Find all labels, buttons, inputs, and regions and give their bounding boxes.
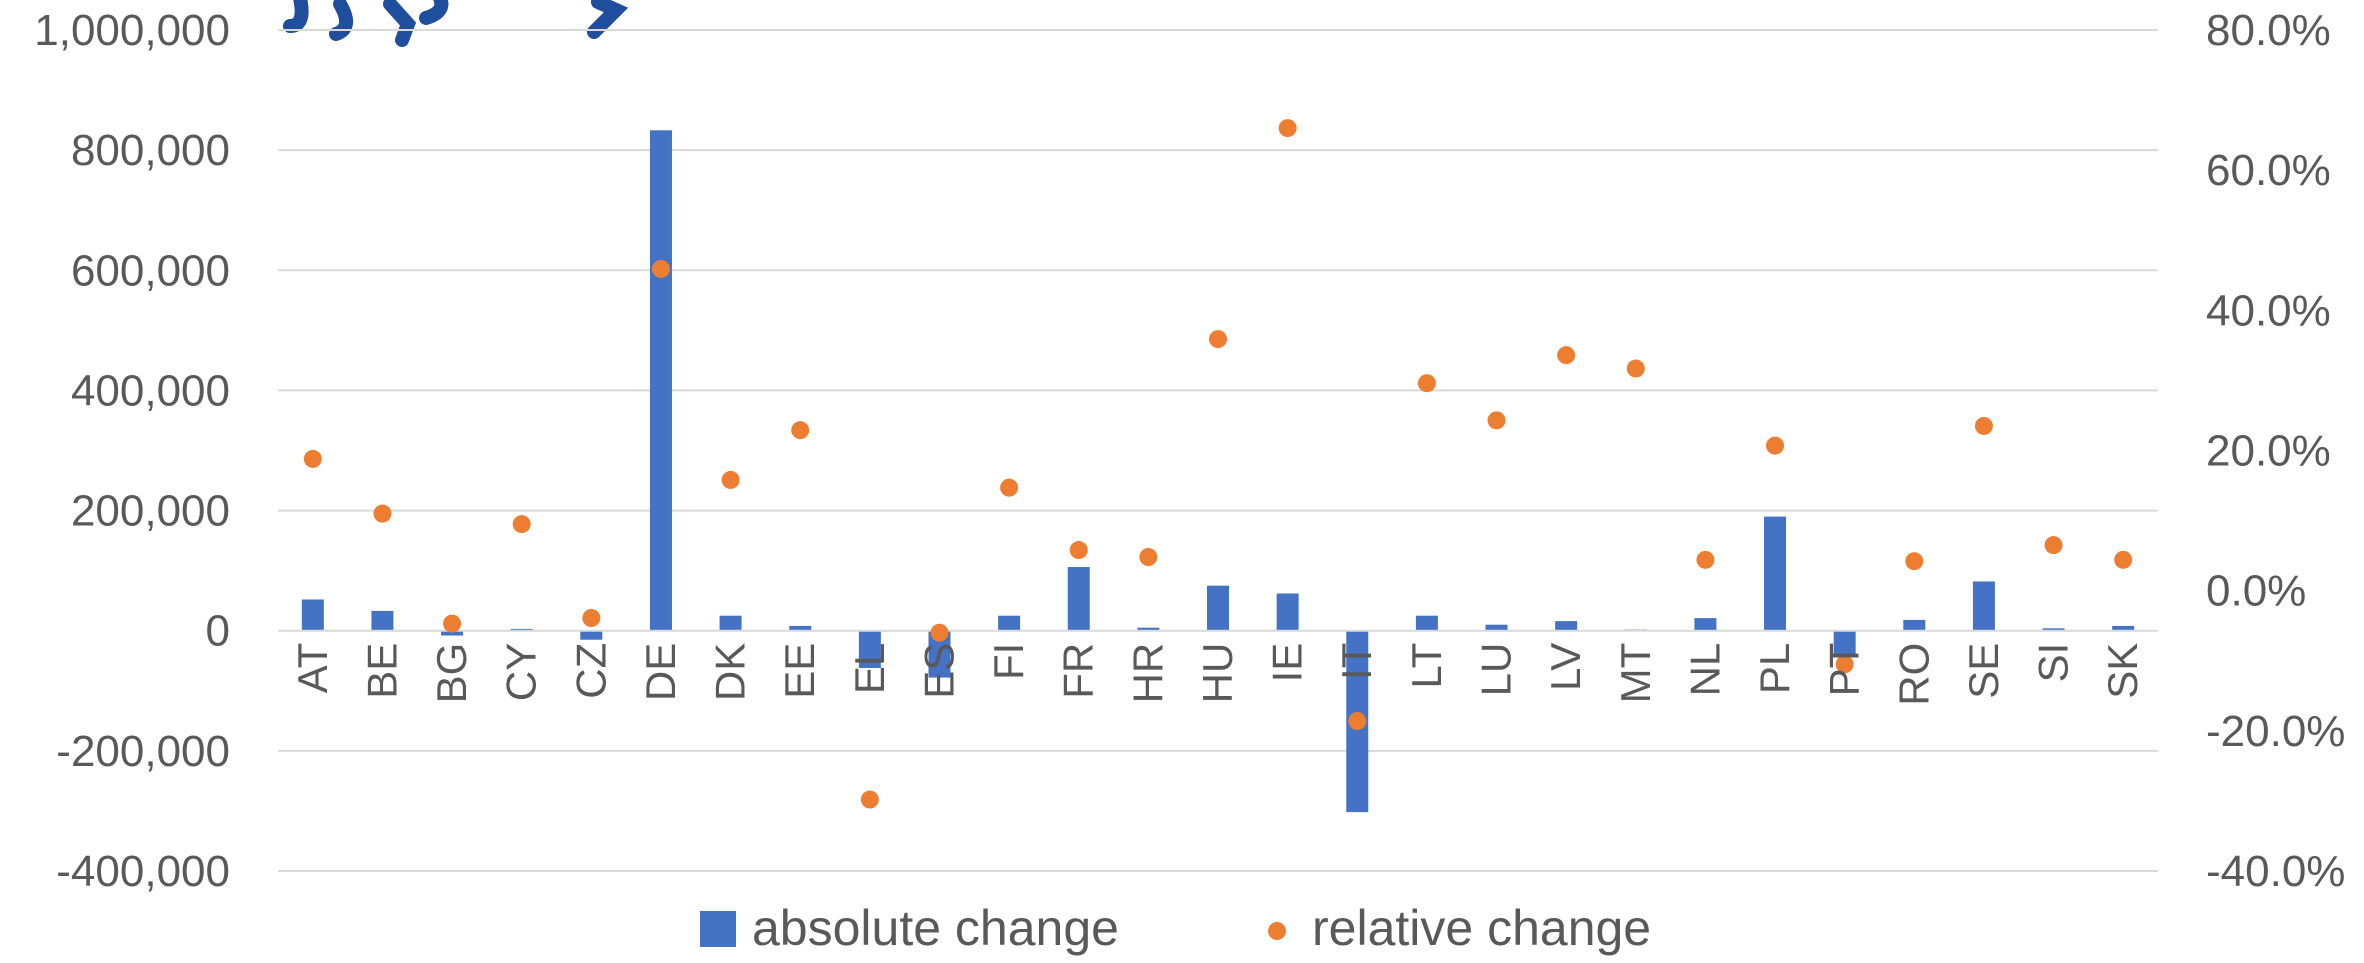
category-label: PT <box>1821 643 1868 697</box>
right-tick-label: 40.0% <box>2206 286 2331 335</box>
category-label: SE <box>1960 643 2007 699</box>
category-label: SI <box>2030 643 2077 683</box>
category-label: LT <box>1403 643 1450 689</box>
point-nl <box>1696 551 1714 569</box>
bar-lt <box>1416 616 1438 631</box>
title-fragment <box>290 0 616 40</box>
point-ro <box>1905 552 1923 570</box>
point-dk <box>722 471 740 489</box>
category-label: LV <box>1542 643 1589 691</box>
point-se <box>1975 417 1993 435</box>
bar-dk <box>720 616 742 631</box>
category-label: EL <box>846 643 893 694</box>
category-label: EE <box>776 643 823 699</box>
category-label: ES <box>915 643 962 699</box>
point-si <box>2045 536 2063 554</box>
category-label: DE <box>637 643 684 701</box>
category-label: CZ <box>567 643 614 699</box>
relative-change-points <box>304 119 2132 808</box>
point-mt <box>1627 360 1645 378</box>
point-it <box>1348 712 1366 730</box>
category-label: CY <box>498 643 545 701</box>
legend-label-absolute: absolute change <box>752 900 1119 956</box>
left-tick-label: 200,000 <box>71 487 230 536</box>
point-hu <box>1209 330 1227 348</box>
category-label: SK <box>2099 643 2146 699</box>
legend-swatch-absolute <box>700 911 736 947</box>
point-ee <box>791 421 809 439</box>
left-tick-label: -200,000 <box>56 727 230 776</box>
legend-swatch-relative <box>1268 922 1286 940</box>
category-label: HU <box>1194 643 1241 704</box>
category-label: BE <box>358 643 405 699</box>
point-sk <box>2114 551 2132 569</box>
category-label: LU <box>1473 643 1520 697</box>
point-at <box>304 450 322 468</box>
bar-be <box>371 611 393 631</box>
bar-hu <box>1207 586 1229 631</box>
point-el <box>861 791 879 809</box>
bar-fi <box>998 616 1020 631</box>
legend-label-relative: relative change <box>1312 900 1651 956</box>
category-label: IT <box>1333 643 1380 680</box>
point-fi <box>1000 479 1018 497</box>
left-tick-label: 800,000 <box>71 126 230 175</box>
bar-nl <box>1694 618 1716 631</box>
category-label: NL <box>1681 643 1728 697</box>
point-de <box>652 260 670 278</box>
category-labels: AT BE BG CY CZ DE DK EE EL ES FI FR HR HU IE IT LT LU LV MT… <box>289 643 2146 706</box>
right-tick-label: 20.0% <box>2206 427 2331 476</box>
bar-cz <box>580 631 602 640</box>
point-bg <box>443 615 461 633</box>
category-label: HR <box>1124 643 1171 704</box>
left-tick-label: 400,000 <box>71 366 230 415</box>
point-lu <box>1488 411 1506 429</box>
bar-pl <box>1764 517 1786 631</box>
right-tick-label: -40.0% <box>2206 847 2345 896</box>
point-be <box>373 505 391 523</box>
right-tick-label: 0.0% <box>2206 567 2306 616</box>
bar-ie <box>1277 593 1299 630</box>
right-tick-label: 60.0% <box>2206 146 2331 195</box>
category-label: FR <box>1055 643 1102 699</box>
right-axis-ticks: -40.0% -20.0% 0.0% 20.0% 40.0% 60.0% 80.0% <box>2206 6 2345 896</box>
bar-ro <box>1903 620 1925 631</box>
bar-se <box>1973 581 1995 630</box>
legend: absolute change relative change <box>700 900 1651 956</box>
category-label: AT <box>289 643 336 694</box>
left-axis-ticks: -400,000 -200,000 0 200,000 400,000 600,000 80… <box>34 6 230 896</box>
left-tick-label: 1,000,000 <box>34 6 230 55</box>
point-es <box>930 624 948 642</box>
bar-de <box>650 130 672 630</box>
category-label: FI <box>985 643 1032 680</box>
left-tick-label: 0 <box>206 607 230 656</box>
point-lt <box>1418 374 1436 392</box>
category-label: DK <box>707 643 754 701</box>
category-label: RO <box>1890 643 1937 706</box>
point-pl <box>1766 437 1784 455</box>
point-cz <box>582 609 600 627</box>
left-tick-label: 600,000 <box>71 246 230 295</box>
category-label: IE <box>1264 643 1311 683</box>
right-tick-label: 80.0% <box>2206 6 2331 55</box>
left-tick-label: -400,000 <box>56 847 230 896</box>
bar-fr <box>1068 567 1090 631</box>
point-cy <box>513 515 531 533</box>
point-lv <box>1557 346 1575 364</box>
bar-lv <box>1555 621 1577 631</box>
right-tick-label: -20.0% <box>2206 707 2345 756</box>
point-hr <box>1139 548 1157 566</box>
point-fr <box>1070 541 1088 559</box>
category-label: PL <box>1751 643 1798 694</box>
category-label: BG <box>428 643 475 704</box>
category-label: MT <box>1612 643 1659 704</box>
gridlines <box>278 30 2158 871</box>
point-ie <box>1279 119 1297 137</box>
absolute-change-bars <box>302 130 2134 812</box>
bar-at <box>302 599 324 630</box>
